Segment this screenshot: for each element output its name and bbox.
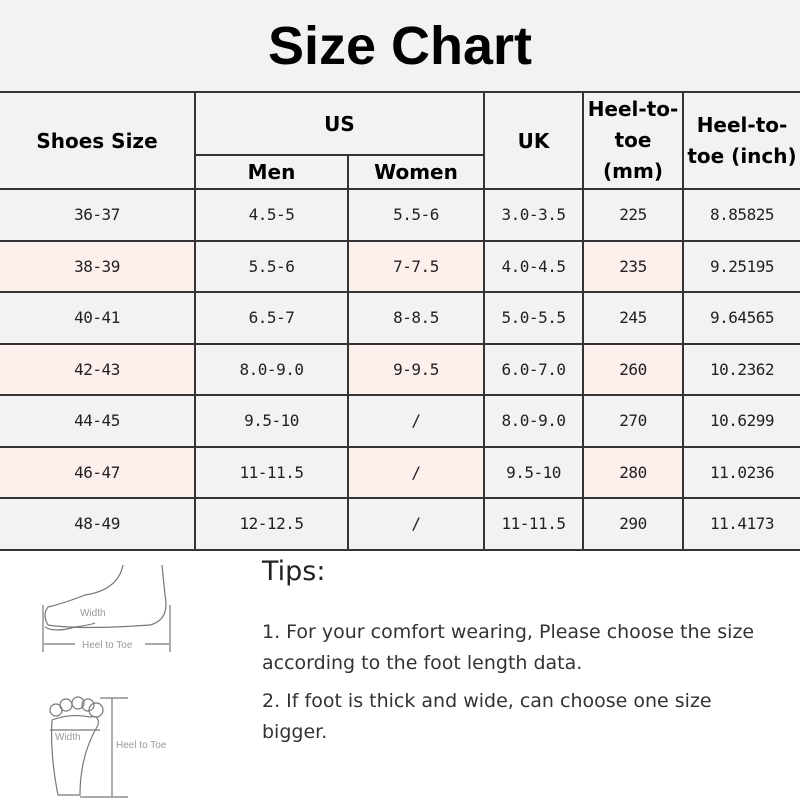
- header-women: Women: [347, 154, 484, 190]
- cell-uk-size: 4.0-4.5: [483, 239, 584, 293]
- title-banner: Size Chart: [0, 0, 800, 92]
- width-label-sole: Width: [55, 732, 81, 743]
- header-men: Men: [195, 154, 349, 190]
- cell-eu-size: 38-39: [0, 239, 196, 293]
- cell-us-women: /: [347, 445, 485, 499]
- cell-uk-size: 9.5-10: [483, 445, 584, 499]
- cell-eu-size: 40-41: [0, 291, 196, 345]
- cell-us-women: 8-8.5: [347, 291, 485, 345]
- cell-uk-size: 3.0-3.5: [483, 188, 584, 242]
- cell-eu-size: 46-47: [0, 445, 196, 499]
- cell-heel-inch: 9.64565: [682, 291, 800, 345]
- table-row: 40-41 6.5-7 8-8.5 5.0-5.5 245 9.64565: [0, 291, 800, 345]
- cell-us-women: /: [347, 394, 485, 448]
- cell-uk-size: 6.0-7.0: [483, 342, 584, 396]
- page-title: Size Chart: [267, 16, 533, 76]
- cell-us-women: 9-9.5: [347, 342, 485, 396]
- cell-us-women: 5.5-6: [347, 188, 485, 242]
- table-row: 38-39 5.5-6 7-7.5 4.0-4.5 235 9.25195: [0, 239, 800, 293]
- header-heel-inch: Heel-to-toe (inch): [682, 91, 800, 190]
- table-row: 44-45 9.5-10/8.0-9.0 270 10.6299: [0, 394, 800, 448]
- header-shoes-size: Shoes Size: [0, 91, 196, 190]
- cell-heel-inch: 8.85825: [682, 188, 800, 242]
- cell-heel-mm: 270: [582, 394, 684, 448]
- table-row: 42-43 8.0-9.0 9-9.5 6.0-7.0 260 10.2362: [0, 342, 800, 396]
- tip-1: 1. For your comfort wearing, Please choo…: [262, 621, 755, 674]
- cell-heel-mm: 235: [582, 239, 684, 293]
- cell-us-men: 5.5-6: [194, 239, 349, 293]
- table-row: 46-47 11-11.5/9.5-10 280 11.0236: [0, 445, 800, 499]
- cell-us-men: 12-12.5: [194, 497, 349, 551]
- cell-eu-size: 44-45: [0, 394, 196, 448]
- cell-heel-mm: 225: [582, 188, 684, 242]
- cell-us-women: 7-7.5: [347, 239, 485, 293]
- header-uk: UK: [483, 91, 584, 190]
- cell-heel-inch: 11.4173: [682, 497, 800, 551]
- cell-us-men: 11-11.5: [194, 445, 349, 499]
- cell-eu-size: 36-37: [0, 188, 196, 242]
- cell-uk-size: 11-11.5: [483, 497, 584, 551]
- table-row: 48-49 12-12.5/11-11.5 290 11.4173: [0, 497, 800, 551]
- heel-to-toe-label-side: Heel to Toe: [82, 640, 133, 651]
- width-label-side: Width: [80, 608, 106, 619]
- cell-heel-mm: 260: [582, 342, 684, 396]
- cell-eu-size: 42-43: [0, 342, 196, 396]
- cell-heel-inch: 11.0236: [682, 445, 800, 499]
- tip-2: 2. If foot is thick and wide, can choose…: [262, 690, 712, 743]
- tips-title: Tips:: [262, 556, 326, 587]
- cell-heel-mm: 280: [582, 445, 684, 499]
- heel-to-toe-label-sole: Heel to Toe: [116, 740, 167, 751]
- header-us: US: [194, 91, 485, 156]
- table-row: 36-37 4.5-5 5.5-6 3.0-3.5 225 8.85825: [0, 188, 800, 242]
- header-heel-mm: Heel-to-toe (mm): [582, 91, 684, 190]
- cell-us-men: 9.5-10: [194, 394, 349, 448]
- cell-uk-size: 5.0-5.5: [483, 291, 584, 345]
- cell-us-women: /: [347, 497, 485, 551]
- cell-us-men: 4.5-5: [194, 188, 349, 242]
- cell-uk-size: 8.0-9.0: [483, 394, 584, 448]
- cell-heel-inch: 10.2362: [682, 342, 800, 396]
- cell-heel-mm: 290: [582, 497, 684, 551]
- cell-us-men: 6.5-7: [194, 291, 349, 345]
- cell-eu-size: 48-49: [0, 497, 196, 551]
- foot-diagram: Width Heel to Toe Width Heel to Toe: [42, 564, 171, 798]
- cell-heel-inch: 9.25195: [682, 239, 800, 293]
- cell-heel-inch: 10.6299: [682, 394, 800, 448]
- cell-heel-mm: 245: [582, 291, 684, 345]
- size-table: Shoes Size US UK Heel-to-toe (mm) Heel-t…: [0, 91, 800, 551]
- cell-us-men: 8.0-9.0: [194, 342, 349, 396]
